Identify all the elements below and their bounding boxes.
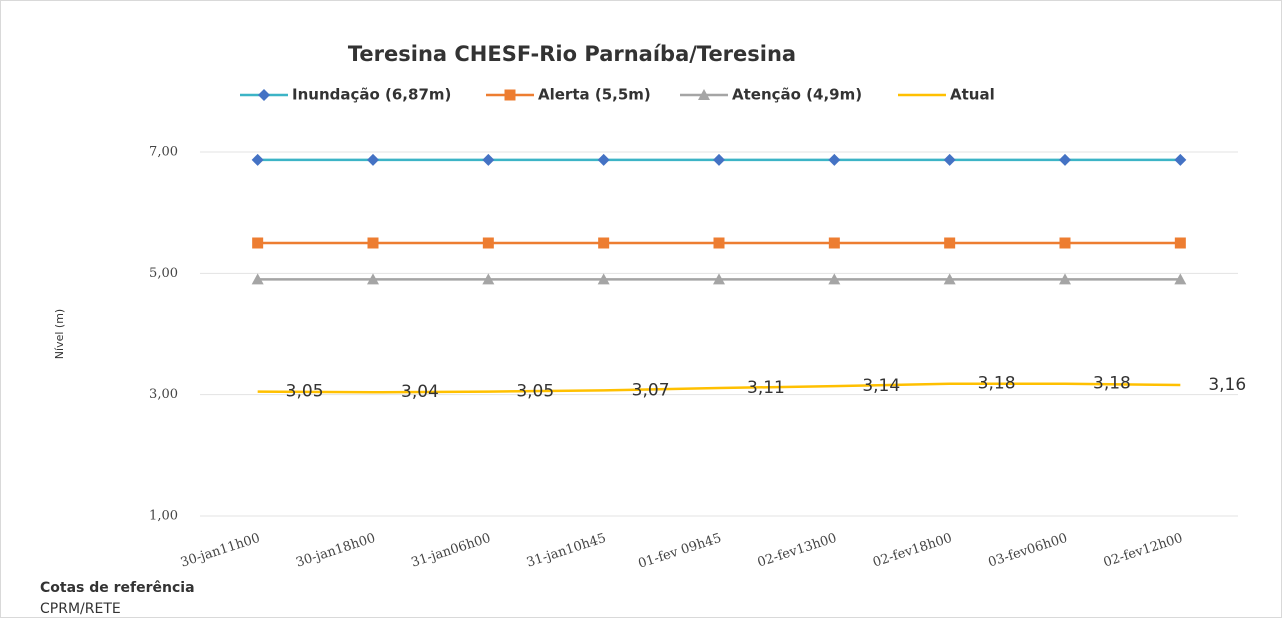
marker xyxy=(943,273,956,285)
marker xyxy=(713,273,725,285)
marker xyxy=(251,153,264,166)
footnote: Cotas de referência xyxy=(40,580,195,596)
marker xyxy=(598,237,610,249)
data-label: 3,05 xyxy=(286,382,324,402)
marker xyxy=(482,237,494,249)
marker xyxy=(504,89,516,101)
data-label: 3,04 xyxy=(401,382,439,402)
marker xyxy=(258,89,270,101)
chart-title: Teresina CHESF-Rio Parnaíba/Teresina xyxy=(348,42,796,66)
marker xyxy=(251,273,264,285)
marker xyxy=(713,153,725,166)
legend-label: Atenção (4,9m) xyxy=(732,86,862,104)
legend-label: Inundação (6,87m) xyxy=(292,86,451,104)
marker xyxy=(482,153,495,166)
marker xyxy=(1059,153,1071,166)
marker xyxy=(713,237,725,249)
data-label: 3,16 xyxy=(1208,375,1246,395)
data-label: 3,18 xyxy=(1093,374,1131,394)
marker xyxy=(698,89,710,100)
marker xyxy=(828,153,841,166)
marker xyxy=(367,273,379,285)
source: CPRM/RETE xyxy=(40,601,121,617)
data-label: 3,11 xyxy=(747,378,785,398)
data-label: 3,05 xyxy=(516,382,554,402)
legend-label: Atual xyxy=(950,86,995,104)
marker xyxy=(828,237,840,249)
data-label: 3,14 xyxy=(862,376,900,396)
marker xyxy=(944,237,956,249)
series-line xyxy=(257,382,1181,394)
y-axis-label: Nível (m) xyxy=(53,309,66,359)
y-tick-label: 3,00 xyxy=(149,387,178,402)
marker xyxy=(1059,273,1071,285)
y-tick-label: 5,00 xyxy=(149,266,178,281)
legend-label: Alerta (5,5m) xyxy=(538,86,651,104)
marker xyxy=(943,153,956,166)
marker xyxy=(597,153,610,166)
marker xyxy=(1059,237,1071,249)
marker xyxy=(1174,153,1187,166)
y-tick-label: 7,00 xyxy=(149,145,178,160)
data-label: 3,07 xyxy=(632,380,670,400)
marker xyxy=(597,273,610,285)
marker xyxy=(367,153,379,166)
marker xyxy=(1174,273,1187,285)
marker xyxy=(367,237,379,249)
y-tick-label: 1,00 xyxy=(149,509,178,524)
marker xyxy=(1174,237,1186,249)
marker xyxy=(828,273,841,285)
marker xyxy=(252,237,264,249)
marker xyxy=(482,273,495,285)
data-label: 3,18 xyxy=(978,374,1016,394)
